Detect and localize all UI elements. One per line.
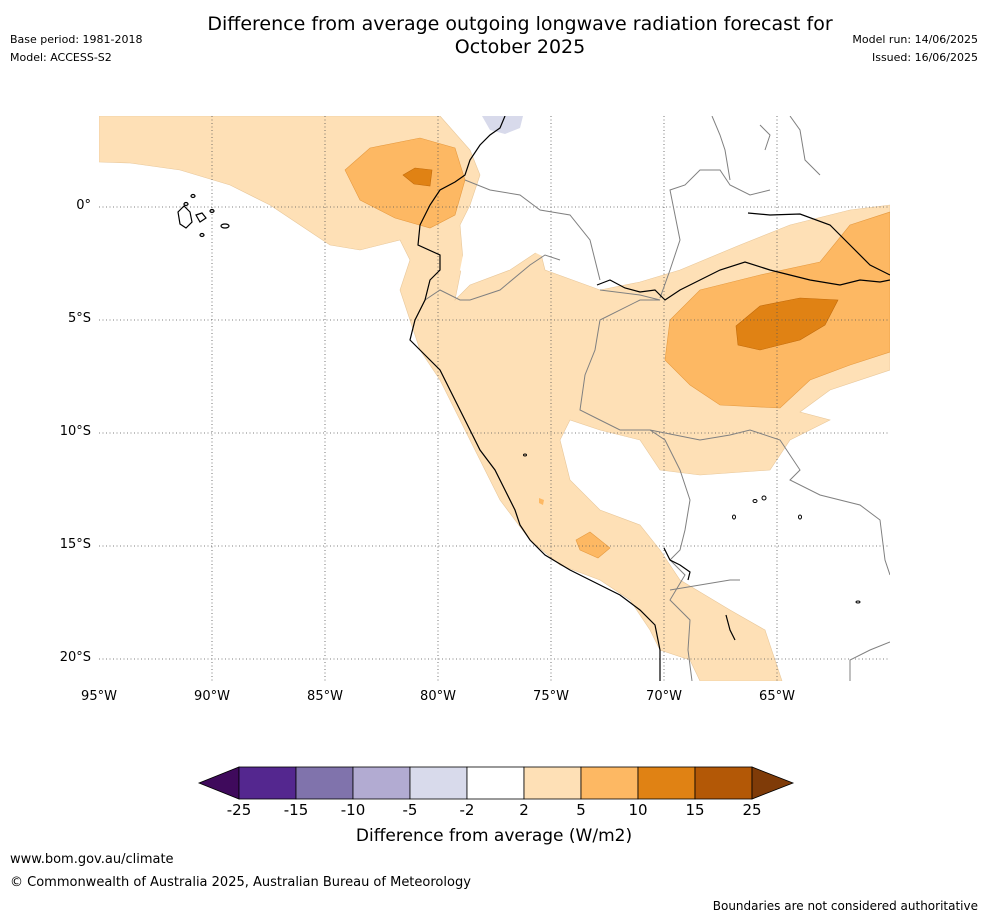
colorbar-tick-label: 5 <box>576 801 586 819</box>
coastline <box>409 116 890 681</box>
colorbar-swatch <box>466 766 525 800</box>
colorbar-tick-label: -2 <box>459 801 475 819</box>
anomaly-region-2-to-5-south <box>690 600 760 670</box>
lat-label-20s: 20°S <box>59 650 91 665</box>
anomaly-region-5-to-10-ecuador <box>344 137 466 229</box>
colorbar-title: Difference from average (W/m2) <box>355 826 633 846</box>
lat-label-5s: 5°S <box>67 311 91 326</box>
colorbar-swatch <box>352 766 411 800</box>
colorbar-tick-label: -15 <box>283 801 309 819</box>
galapagos-islands <box>177 193 230 238</box>
colorbar-tick-label: -10 <box>340 801 366 819</box>
lat-label-10s: 10°S <box>59 424 91 439</box>
lat-label-0: 0° <box>76 198 91 213</box>
anomaly-region-5-to-10-small <box>539 498 544 505</box>
colorbar-swatch <box>580 766 639 800</box>
copyright-text: © Commonwealth of Australia 2025, Austra… <box>10 875 471 890</box>
lat-label-15s: 15°S <box>59 537 91 552</box>
country-borders <box>424 116 890 681</box>
metadata-left: Base period: 1981-2018 Model: ACCESS-S2 <box>10 31 142 67</box>
colorbar-tick-label: 10 <box>628 801 648 819</box>
colorbar-swatch <box>238 766 297 800</box>
colorbar <box>197 766 795 800</box>
map-title: Difference from average outgoing longwav… <box>0 13 988 59</box>
lon-label-70w: 70°W <box>646 689 682 704</box>
lon-label-65w: 65°W <box>759 689 795 704</box>
anomaly-region-5-to-10-peru <box>575 531 611 559</box>
neutral-region-amazon <box>520 215 660 285</box>
colorbar-swatch <box>694 766 753 800</box>
model-text: Model: ACCESS-S2 <box>10 51 112 64</box>
colorbar-tick-label: 15 <box>685 801 705 819</box>
lon-label-95w: 95°W <box>81 689 117 704</box>
anomaly-region-10-to-15-ecuador <box>402 167 433 187</box>
colorbar-extend-high <box>751 766 795 800</box>
colorbar-swatch <box>295 766 354 800</box>
colorbar-tick-label: 2 <box>519 801 529 819</box>
colorbar-tick-label: 25 <box>742 801 762 819</box>
lon-label-80w: 80°W <box>420 689 456 704</box>
issued-text: Issued: 16/06/2025 <box>871 51 978 64</box>
lakes <box>523 453 861 604</box>
colorbar-extend-low <box>197 766 240 800</box>
gridlines <box>99 116 890 681</box>
website-text: www.bom.gov.au/climate <box>10 852 174 867</box>
anomaly-region-minus-2-to-minus-5 <box>482 116 523 134</box>
colorbar-tick-label: -25 <box>226 801 252 819</box>
model-run-text: Model run: 14/06/2025 <box>852 33 978 46</box>
metadata-right: Model run: 14/06/2025 Issued: 16/06/2025 <box>852 31 978 67</box>
lon-label-90w: 90°W <box>194 689 230 704</box>
colorbar-tick-label: -5 <box>402 801 418 819</box>
base-period-text: Base period: 1981-2018 <box>10 33 143 46</box>
lon-label-85w: 85°W <box>307 689 343 704</box>
colorbar-swatch <box>409 766 468 800</box>
anomaly-region-2-to-5-north <box>99 116 890 681</box>
anomaly-region-10-to-15-brazil <box>735 297 839 351</box>
map-area <box>99 116 890 681</box>
colorbar-swatch <box>637 766 696 800</box>
colorbar-swatch <box>523 766 582 800</box>
neutral-region-colombia <box>460 205 522 280</box>
title-line-2: October 2025 <box>454 36 586 58</box>
lon-label-75w: 75°W <box>533 689 569 704</box>
disclaimer-text: Boundaries are not considered authoritat… <box>712 899 978 913</box>
title-line-1: Difference from average outgoing longwav… <box>207 13 833 35</box>
